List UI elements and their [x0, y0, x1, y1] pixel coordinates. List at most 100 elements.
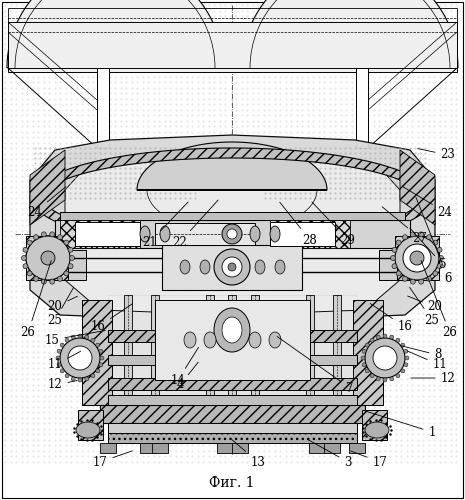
Point [386, 160, 394, 168]
Point [320, 265, 328, 273]
Point [436, 260, 443, 268]
Point [315, 353, 322, 361]
Point [18, 226, 25, 234]
Point [249, 458, 256, 466]
Point [353, 392, 361, 400]
Point [452, 40, 460, 48]
Point [331, 78, 339, 86]
Point [95, 254, 102, 262]
Point [304, 458, 311, 466]
Point [254, 138, 262, 146]
Point [177, 89, 185, 97]
Point [441, 1, 449, 9]
Point [146, 154, 154, 162]
Point [265, 78, 272, 86]
Point [276, 232, 284, 240]
Point [243, 221, 251, 229]
Point [199, 116, 207, 124]
Point [227, 122, 234, 130]
Point [89, 133, 97, 141]
Point [210, 424, 218, 432]
Point [100, 12, 108, 20]
Point [111, 270, 119, 278]
Point [46, 194, 54, 202]
Ellipse shape [222, 317, 242, 343]
Point [375, 62, 383, 70]
Point [188, 282, 196, 290]
Point [304, 441, 311, 449]
Point [18, 177, 25, 185]
Point [122, 380, 130, 388]
Point [326, 150, 333, 158]
Point [243, 380, 251, 388]
Point [166, 424, 174, 432]
Point [452, 364, 460, 372]
Point [210, 436, 218, 444]
Point [67, 84, 75, 92]
Point [411, 189, 418, 197]
Point [23, 436, 31, 444]
Point [194, 336, 201, 344]
Point [34, 430, 42, 438]
Point [403, 446, 410, 454]
Point [249, 304, 256, 312]
Point [29, 226, 36, 234]
Point [73, 226, 80, 234]
Point [89, 116, 97, 124]
Point [221, 210, 229, 218]
Point [227, 430, 234, 438]
Point [315, 276, 322, 284]
Point [62, 18, 69, 25]
Point [254, 326, 262, 334]
Point [133, 128, 141, 136]
Point [106, 216, 113, 224]
Point [210, 452, 218, 460]
Point [161, 386, 168, 394]
Point [117, 298, 124, 306]
Point [452, 177, 460, 185]
Point [320, 446, 328, 454]
Point [238, 28, 245, 36]
Point [101, 184, 109, 192]
Point [232, 111, 240, 119]
Ellipse shape [418, 232, 424, 237]
Point [419, 309, 427, 317]
Point [133, 204, 141, 212]
Point [194, 182, 201, 190]
Point [293, 226, 300, 234]
Point [34, 106, 42, 114]
Point [331, 100, 339, 108]
Point [161, 392, 168, 400]
Point [161, 18, 168, 25]
Point [408, 166, 416, 174]
Point [227, 436, 234, 444]
Point [51, 430, 58, 438]
Point [276, 84, 284, 92]
Point [89, 122, 97, 130]
Point [414, 304, 421, 312]
Point [293, 232, 300, 240]
Point [29, 364, 36, 372]
Point [146, 179, 154, 187]
Point [381, 358, 388, 366]
Point [199, 133, 207, 141]
Point [403, 375, 410, 383]
Point [353, 375, 361, 383]
Point [216, 348, 223, 356]
Point [221, 34, 229, 42]
Point [146, 159, 154, 167]
Point [23, 226, 31, 234]
Point [183, 309, 190, 317]
Point [342, 204, 350, 212]
Point [386, 204, 394, 212]
Point [243, 40, 251, 48]
Point [403, 260, 410, 268]
Point [18, 18, 25, 25]
Point [23, 50, 31, 58]
Ellipse shape [222, 257, 242, 277]
Point [210, 386, 218, 394]
Point [117, 342, 124, 350]
Point [331, 392, 339, 400]
Point [265, 188, 272, 196]
Point [326, 348, 333, 356]
